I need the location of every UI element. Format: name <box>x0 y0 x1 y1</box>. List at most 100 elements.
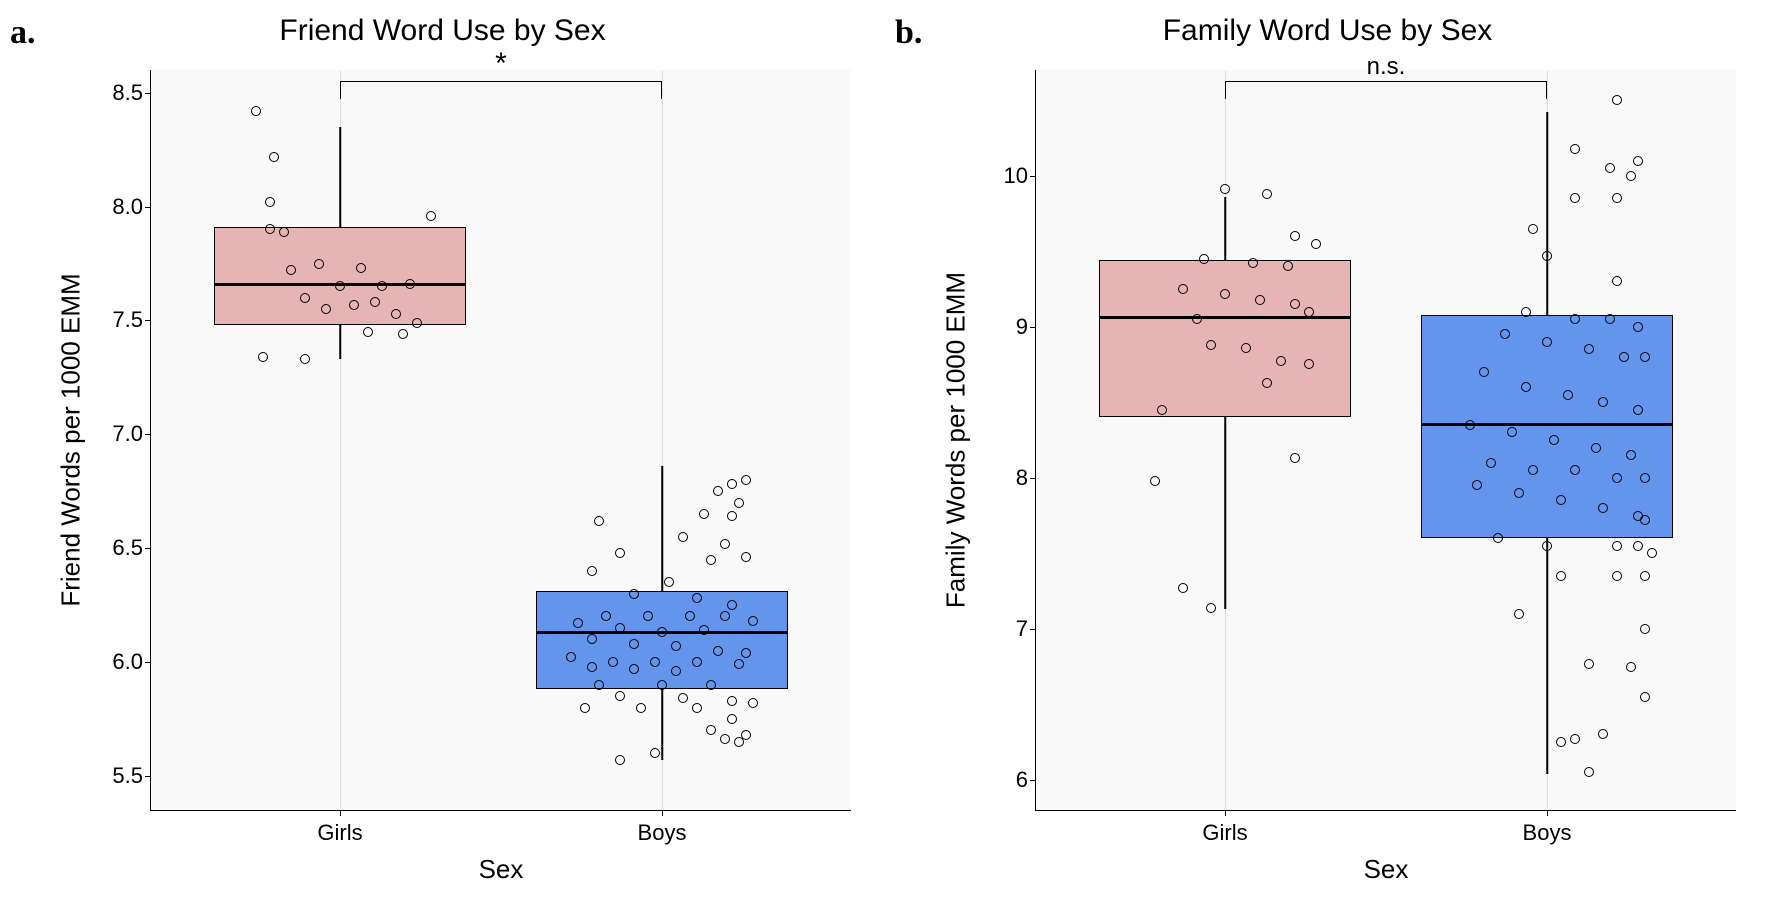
data-point <box>1647 548 1657 558</box>
data-point <box>1640 352 1650 362</box>
whisker-upper <box>339 127 341 227</box>
data-point <box>650 657 660 667</box>
data-point <box>601 611 611 621</box>
data-point <box>1290 231 1300 241</box>
data-point <box>734 498 744 508</box>
data-point <box>671 666 681 676</box>
data-point <box>699 625 709 635</box>
data-point <box>1570 193 1580 203</box>
data-point <box>1570 314 1580 324</box>
data-point <box>398 329 408 339</box>
data-point <box>370 297 380 307</box>
data-point <box>1584 767 1594 777</box>
data-point <box>587 662 597 672</box>
data-point <box>1178 583 1188 593</box>
y-tick-mark <box>145 662 151 663</box>
data-point <box>741 475 751 485</box>
data-point <box>300 293 310 303</box>
data-point <box>587 634 597 644</box>
data-point <box>1633 405 1643 415</box>
data-point <box>1241 343 1251 353</box>
data-point <box>412 318 422 328</box>
data-point <box>1290 299 1300 309</box>
y-tick-mark <box>145 434 151 435</box>
data-point <box>269 152 279 162</box>
boxplot-box <box>214 227 466 325</box>
data-point <box>300 354 310 364</box>
data-point <box>1549 435 1559 445</box>
data-point <box>727 696 737 706</box>
data-point <box>1220 289 1230 299</box>
data-point <box>692 703 702 713</box>
data-point <box>258 352 268 362</box>
data-point <box>265 197 275 207</box>
data-point <box>741 552 751 562</box>
data-point <box>657 627 667 637</box>
data-point <box>1304 359 1314 369</box>
data-point <box>1500 329 1510 339</box>
data-point <box>734 659 744 669</box>
data-point <box>356 263 366 273</box>
x-tick-label: Girls <box>1202 810 1247 846</box>
data-point <box>1619 352 1629 362</box>
data-point <box>594 516 604 526</box>
data-point <box>678 693 688 703</box>
data-point <box>1262 189 1272 199</box>
data-point <box>391 309 401 319</box>
data-point <box>643 611 653 621</box>
data-point <box>727 600 737 610</box>
whisker-lower <box>1224 417 1226 609</box>
figure: a.Friend Word Use by SexFriend Words per… <box>0 0 1770 913</box>
data-point <box>349 300 359 310</box>
data-point <box>1598 729 1608 739</box>
data-point <box>1465 420 1475 430</box>
whisker-lower <box>661 689 663 760</box>
data-point <box>1556 495 1566 505</box>
y-tick-mark <box>145 93 151 94</box>
data-point <box>727 511 737 521</box>
x-tick-label: Girls <box>317 810 362 846</box>
boxplot-box <box>1099 260 1351 417</box>
data-point <box>1612 276 1622 286</box>
data-point <box>699 509 709 519</box>
data-point <box>1626 662 1636 672</box>
y-tick-mark <box>145 776 151 777</box>
boxplot-box <box>1421 315 1673 539</box>
data-point <box>314 259 324 269</box>
boxplot-median <box>1099 316 1351 319</box>
y-tick-mark <box>1030 327 1036 328</box>
data-point <box>1206 603 1216 613</box>
data-point <box>1192 314 1202 324</box>
data-point <box>1528 224 1538 234</box>
data-point <box>1633 322 1643 332</box>
data-point <box>1290 453 1300 463</box>
y-tick-mark <box>145 207 151 208</box>
data-point <box>629 664 639 674</box>
data-point <box>1521 382 1531 392</box>
data-point <box>1472 480 1482 490</box>
x-tick-label: Boys <box>1523 810 1572 846</box>
data-point <box>1528 465 1538 475</box>
data-point <box>1276 356 1286 366</box>
data-point <box>664 577 674 587</box>
data-point <box>1570 144 1580 154</box>
data-point <box>720 734 730 744</box>
y-tick-mark <box>145 548 151 549</box>
data-point <box>1640 515 1650 525</box>
data-point <box>1255 295 1265 305</box>
y-axis-title: Friend Words per 1000 EMM <box>56 273 87 606</box>
x-tick-label: Boys <box>638 810 687 846</box>
data-point <box>1584 659 1594 669</box>
data-point <box>426 211 436 221</box>
data-point <box>720 611 730 621</box>
whisker-lower <box>1546 538 1548 774</box>
data-point <box>1640 624 1650 634</box>
data-point <box>321 304 331 314</box>
boxplot-median <box>1421 423 1673 426</box>
panel-title: Family Word Use by Sex <box>885 14 1770 48</box>
data-point <box>1199 254 1209 264</box>
data-point <box>1633 541 1643 551</box>
panel-title: Friend Word Use by Sex <box>0 14 885 48</box>
y-axis-title: Family Words per 1000 EMM <box>941 272 972 608</box>
data-point <box>671 641 681 651</box>
